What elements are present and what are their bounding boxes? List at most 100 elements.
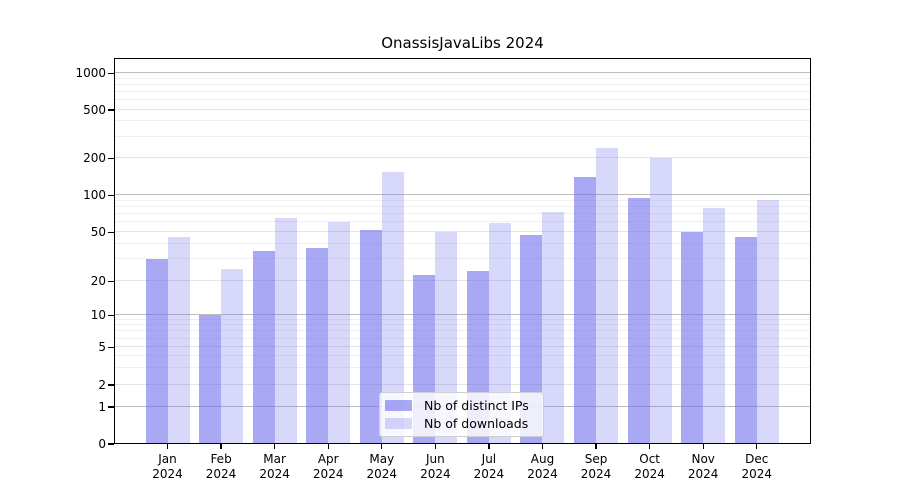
gridline-200 bbox=[115, 157, 810, 158]
gridline-minor bbox=[115, 258, 810, 260]
gridline-5 bbox=[115, 346, 810, 347]
y-tick-label-1: 1 bbox=[98, 399, 106, 414]
y-tick-mark bbox=[108, 384, 114, 386]
x-tick-label-feb: Feb 2024 bbox=[205, 452, 237, 481]
gridline-minor bbox=[115, 120, 810, 122]
x-tick-mark bbox=[488, 444, 490, 449]
y-tick-mark bbox=[108, 406, 114, 408]
x-tick-label-aug: Aug 2024 bbox=[527, 452, 558, 481]
gridline-10 bbox=[115, 314, 810, 315]
y-tick-label-500: 500 bbox=[83, 102, 106, 117]
x-tick-label-jul: Jul 2024 bbox=[473, 452, 505, 481]
x-tick-label-mar: Mar 2024 bbox=[259, 452, 290, 481]
y-tick-label-100: 100 bbox=[83, 188, 106, 202]
y-tick-label-5: 5 bbox=[98, 340, 106, 354]
y-tick-label-10: 10 bbox=[90, 308, 106, 322]
y-tick-mark bbox=[108, 314, 114, 317]
gridline-minor bbox=[115, 324, 810, 326]
bar-downloads-oct bbox=[649, 157, 672, 443]
bar-ips-nov bbox=[681, 231, 704, 443]
gridline-minor bbox=[115, 83, 810, 85]
y-tick-mark bbox=[108, 443, 114, 445]
bar-downloads-jan bbox=[167, 237, 190, 443]
gridline-minor bbox=[115, 366, 810, 368]
plot-area bbox=[114, 58, 811, 444]
x-tick-label-nov: Nov 2024 bbox=[687, 452, 719, 481]
legend-swatch-ips bbox=[385, 400, 412, 411]
y-tick-label-50: 50 bbox=[90, 225, 106, 239]
bar-ips-sep bbox=[574, 176, 597, 443]
gridline-minor bbox=[115, 318, 810, 320]
y-tick-mark bbox=[108, 231, 114, 234]
gridline-minor bbox=[115, 221, 810, 223]
x-tick-label-may: May 2024 bbox=[366, 452, 398, 481]
gridline-minor bbox=[115, 205, 810, 207]
legend: Nb of distinct IPs Nb of downloads bbox=[379, 392, 544, 437]
gridline-minor bbox=[115, 199, 810, 201]
x-tick-label-apr: Apr 2024 bbox=[312, 452, 344, 481]
chart-title: OnassisJavaLibs 2024 bbox=[381, 34, 544, 52]
gridline-minor bbox=[115, 77, 810, 79]
gridline-500 bbox=[115, 108, 810, 110]
x-tick-mark bbox=[273, 444, 276, 449]
bar-downloads-jun bbox=[435, 231, 458, 443]
gridline-minor bbox=[115, 213, 810, 215]
gridline-20 bbox=[115, 280, 810, 281]
legend-item-downloads: Nb of downloads bbox=[385, 416, 535, 431]
y-tick-mark bbox=[108, 157, 114, 160]
y-tick-mark bbox=[108, 346, 114, 349]
x-tick-mark bbox=[220, 444, 222, 449]
y-tick-mark bbox=[108, 109, 114, 111]
legend-item-distinct-ips: Nb of distinct IPs bbox=[385, 398, 535, 413]
bar-downloads-jul bbox=[488, 222, 511, 443]
bar-downloads-apr bbox=[328, 221, 351, 443]
x-tick-label-dec: Dec 2024 bbox=[741, 452, 773, 481]
bar-ips-aug bbox=[520, 234, 543, 443]
bar-ips-apr bbox=[306, 247, 329, 443]
bar-ips-may bbox=[359, 230, 382, 443]
y-tick-label-2: 2 bbox=[98, 377, 106, 392]
bar-downloads-aug bbox=[542, 212, 565, 443]
legend-label-ips: Nb of distinct IPs bbox=[424, 398, 529, 413]
x-tick-mark bbox=[702, 444, 704, 449]
y-tick-label-0: 0 bbox=[98, 436, 106, 451]
x-tick-mark bbox=[327, 444, 329, 449]
x-tick-label-sep: Sep 2024 bbox=[580, 452, 612, 481]
legend-swatch-downloads bbox=[385, 418, 412, 429]
gridline-minor bbox=[115, 98, 810, 100]
bar-ips-jan bbox=[145, 258, 168, 443]
gridline-minor bbox=[115, 242, 810, 244]
gridline-50 bbox=[115, 231, 810, 232]
y-tick-mark bbox=[108, 194, 114, 197]
bar-ips-dec bbox=[734, 237, 757, 443]
bar-downloads-mar bbox=[274, 218, 297, 443]
legend-label-downloads: Nb of downloads bbox=[424, 416, 529, 431]
gridline-2 bbox=[115, 383, 810, 385]
x-tick-mark bbox=[648, 444, 651, 449]
gridline-minor bbox=[115, 355, 810, 357]
y-tick-label-1000: 1000 bbox=[75, 66, 106, 80]
gridline-1000 bbox=[115, 72, 810, 73]
gridline-minor bbox=[115, 90, 810, 92]
x-tick-label-jun: Jun 2024 bbox=[420, 452, 451, 481]
y-tick-mark bbox=[108, 72, 114, 75]
x-tick-label-oct: Oct 2024 bbox=[634, 452, 665, 481]
bar-downloads-may bbox=[381, 172, 404, 443]
x-tick-mark bbox=[166, 444, 169, 449]
bar-downloads-nov bbox=[703, 207, 726, 443]
x-tick-mark bbox=[541, 444, 544, 449]
gridline-100 bbox=[115, 194, 810, 195]
gridline-minor bbox=[115, 135, 810, 137]
bar-ips-mar bbox=[252, 250, 275, 443]
y-tick-mark bbox=[108, 280, 114, 283]
bar-ips-oct bbox=[627, 198, 650, 443]
bar-downloads-sep bbox=[596, 147, 619, 443]
bar-downloads-dec bbox=[756, 200, 779, 443]
bar-downloads-feb bbox=[221, 268, 244, 443]
bar-ips-feb bbox=[199, 314, 222, 443]
y-tick-label-200: 200 bbox=[83, 151, 106, 165]
y-tick-label-20: 20 bbox=[90, 274, 106, 288]
x-tick-mark bbox=[756, 444, 758, 449]
x-tick-mark bbox=[381, 444, 383, 449]
